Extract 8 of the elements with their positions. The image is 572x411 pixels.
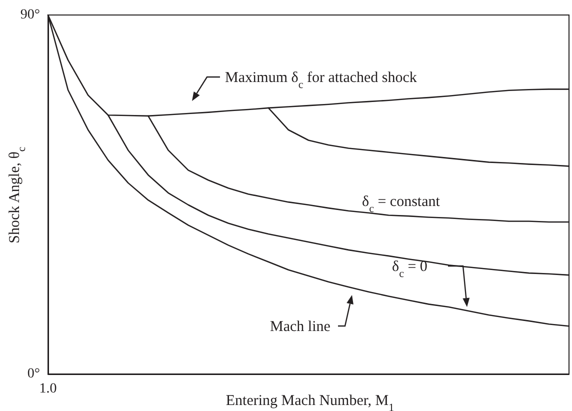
- annotation: Maximum δ$_{c}$ for attached shock: [225, 70, 418, 91]
- annotation: δ$_{c}$ = constant: [362, 194, 441, 215]
- x-tick-label: 1.0: [39, 382, 57, 396]
- annotation: Mach line: [270, 319, 331, 335]
- x-axis-title: Entering Mach Number, M$_{1}$: [226, 393, 394, 411]
- y-tick-label: 90°: [20, 8, 40, 22]
- annotation: δ$_{c}$ = 0: [392, 259, 428, 280]
- y-tick-label: 0°: [27, 366, 40, 382]
